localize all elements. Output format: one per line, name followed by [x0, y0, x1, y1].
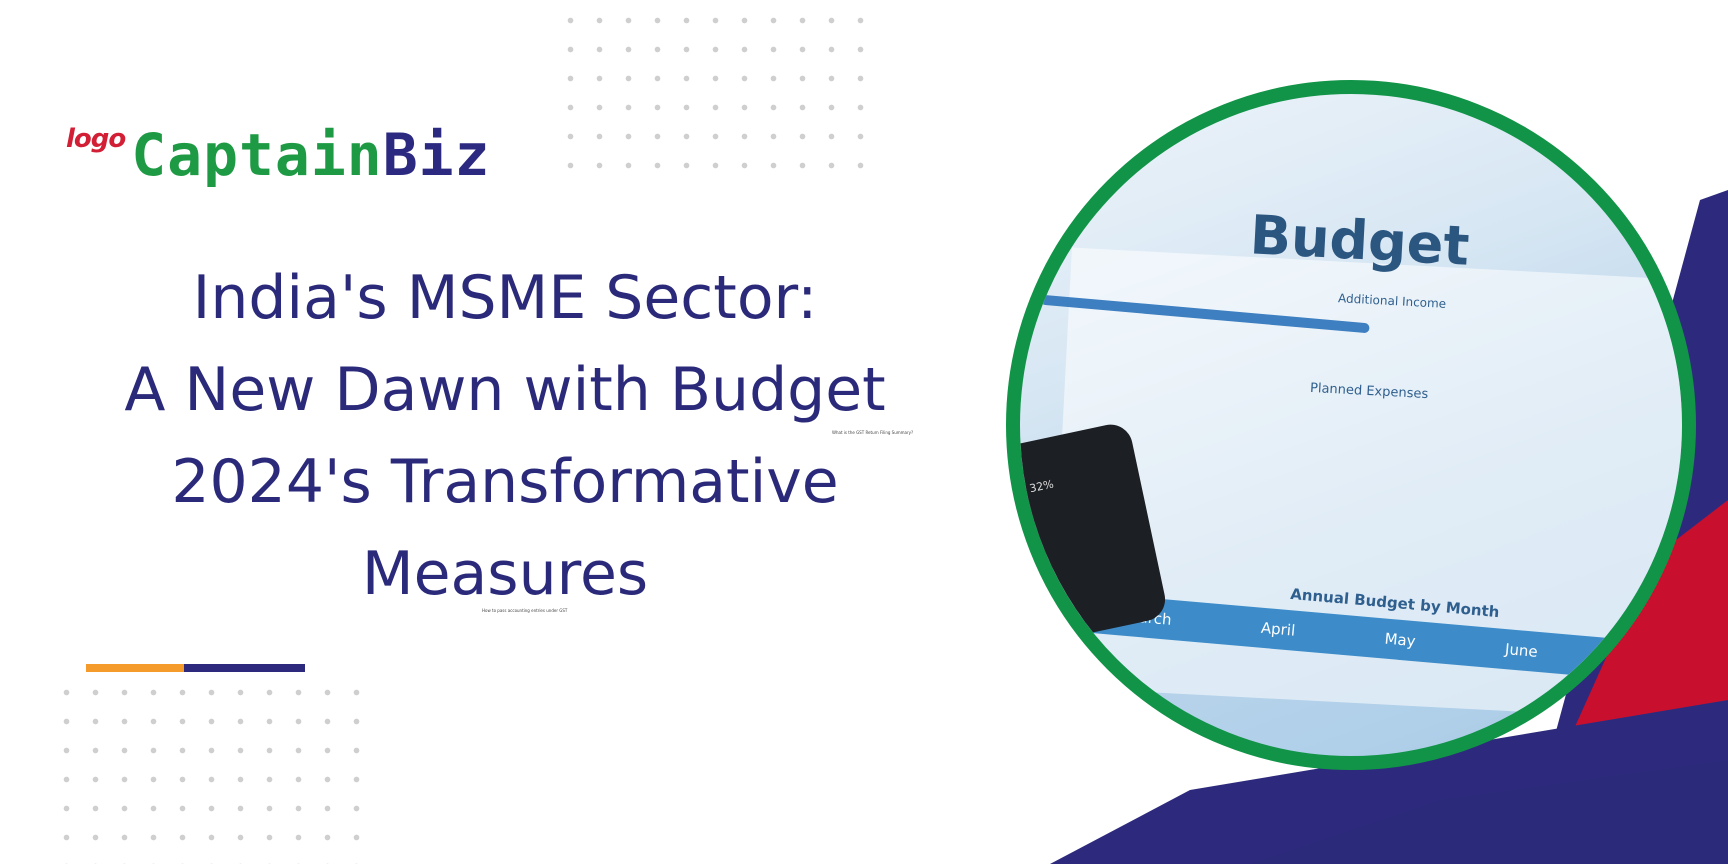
navy-bottom-lower — [1250, 760, 1728, 864]
month-header: April — [1260, 618, 1296, 640]
month-header: July — [1626, 650, 1655, 672]
title-line: 2024's Transformative — [171, 447, 839, 517]
accent-bar-navy — [184, 664, 305, 672]
budget-photo: Budget Additional Income Planned Expense… — [1006, 80, 1696, 770]
page-title: India's MSME Sector: A New Dawn with Bud… — [60, 252, 950, 620]
dot-pattern-bottom — [52, 678, 372, 864]
month-header: June — [1504, 640, 1539, 661]
logo-prefix: logo — [66, 124, 126, 154]
title-line: Measures — [361, 539, 649, 609]
captainbiz-logo: logo Captain Biz — [66, 118, 490, 184]
title-line: A New Dawn with Budget — [124, 355, 886, 425]
photo-heading: Budget — [1248, 203, 1471, 278]
accent-bar-orange — [86, 664, 184, 672]
hidden-link-gst-entries[interactable]: How to pass accounting entries under GST — [482, 608, 568, 613]
title-line: India's MSME Sector: — [192, 263, 818, 333]
logo-brand-part2: Biz — [382, 121, 491, 189]
dot-pattern-top — [556, 6, 876, 186]
hidden-link-gst-summary[interactable]: What is the GST Return Filing Summary? — [832, 430, 914, 435]
month-header: May — [1383, 629, 1417, 651]
logo-brand-part1: Captain — [131, 121, 383, 189]
phone-battery: 32% — [1028, 477, 1055, 496]
